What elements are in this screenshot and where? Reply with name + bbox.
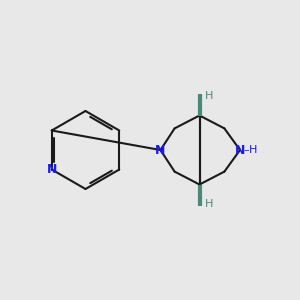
Text: –: – — [244, 145, 249, 155]
Text: N: N — [46, 163, 57, 176]
Text: N: N — [155, 143, 166, 157]
Text: H: H — [205, 91, 213, 101]
Text: H: H — [205, 199, 213, 209]
Text: H: H — [248, 145, 257, 155]
Text: N: N — [235, 143, 245, 157]
